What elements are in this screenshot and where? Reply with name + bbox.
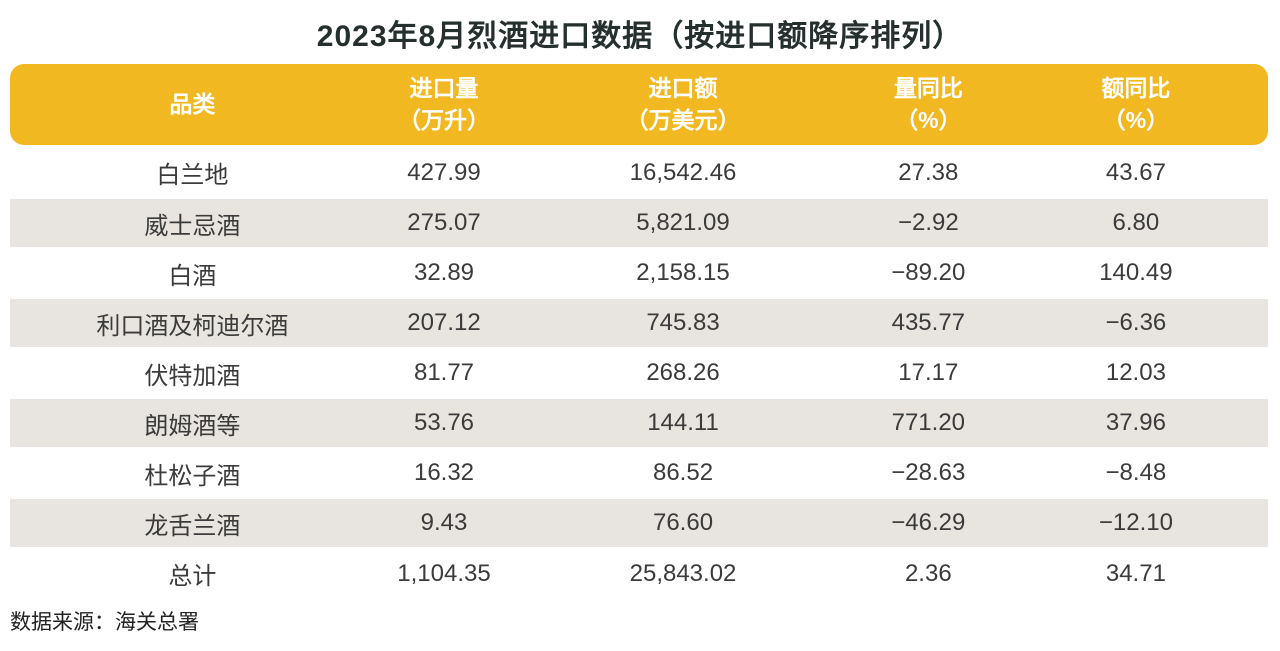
cell-value-yoy: −6.36 [1003,297,1268,349]
column-header-import-volume: 进口量 （万升） [375,73,513,135]
cell-volume-yoy: 771.20 [852,397,1004,449]
column-header-label: 进口量 [409,75,479,102]
cell-import-value: 76.60 [513,497,853,549]
cell-value-yoy: 140.49 [1099,259,1173,286]
column-header-unit: （万升） [398,106,490,133]
cell-value-yoy: 37.96 [1003,397,1268,449]
cell-category: 白兰地 [156,162,229,189]
cell-import-volume: 427.99 [407,158,481,186]
cell-import-volume: 9.43 [374,497,514,549]
cell-category: 利口酒及柯迪尔酒 [10,297,375,349]
page-title: 2023年8月烈酒进口数据（按进口额降序排列） [316,20,964,53]
cell-import-value: 268.26 [646,359,720,386]
cell-category: 龙舌兰酒 [10,497,375,549]
column-header-unit: （万美元） [625,106,741,133]
column-header-category: 品类 [10,89,375,120]
cell-category: 白酒 [168,262,217,290]
column-header-label: 量同比 [893,75,963,102]
cell-import-value: 745.83 [513,297,853,349]
table-row: 龙舌兰酒 9.43 76.60 −46.29 −12.10 [10,497,1268,549]
column-header-label: 品类 [169,90,216,117]
cell-volume-yoy: 27.38 [898,158,959,186]
cell-value-yoy: 43.67 [1105,158,1166,186]
cell-category: 杜松子酒 [144,462,241,490]
cell-import-volume: 81.77 [413,359,475,386]
data-table: 白兰地 427.99 16,542.46 27.38 43.67 威士忌酒 27… [10,148,1268,598]
cell-import-volume: 1,104.35 [397,559,491,587]
column-header-value-yoy: 额同比 （%） [1004,73,1268,135]
table-row: 白兰地 427.99 16,542.46 27.38 43.67 [10,148,1268,198]
cell-volume-yoy: 17.17 [898,359,959,386]
cell-value-yoy: 6.80 [1003,197,1268,249]
table-row: 利口酒及柯迪尔酒 207.12 745.83 435.77 −6.36 [10,297,1268,349]
cell-volume-yoy: 435.77 [852,297,1004,349]
cell-import-volume: 53.76 [374,397,514,449]
cell-import-volume: 32.89 [413,259,475,286]
data-source-note: 数据来源：海关总署 [10,611,199,634]
table-row: 伏特加酒 81.77 268.26 17.17 12.03 [10,348,1268,398]
cell-category: 伏特加酒 [144,362,241,390]
column-header-volume-yoy: 量同比 （%） [853,73,1004,135]
table-row: 杜松子酒 16.32 86.52 −28.63 −8.48 [10,448,1268,498]
cell-import-value: 25,843.02 [629,559,737,587]
table-header-row: 品类 进口量 （万升） 进口额 （万美元） 量同比 （%） 额同比 （%） [10,64,1268,145]
cell-value-yoy: −12.10 [1003,497,1268,549]
cell-import-value: 2,158.15 [636,259,730,286]
cell-volume-yoy: −2.92 [852,197,1004,249]
column-header-label: 进口额 [648,75,718,102]
cell-category: 威士忌酒 [10,197,375,249]
table-row: 白酒 32.89 2,158.15 −89.20 140.49 [10,248,1268,298]
cell-import-value: 144.11 [513,397,853,449]
column-header-import-value: 进口额 （万美元） [513,73,853,135]
column-header-unit: （%） [1102,106,1170,133]
cell-category: 朗姆酒等 [10,397,375,449]
cell-volume-yoy: −28.63 [891,459,966,486]
cell-import-value: 86.52 [652,459,714,486]
cell-value-yoy: −8.48 [1105,459,1167,486]
table-row: 朗姆酒等 53.76 144.11 771.20 37.96 [10,397,1268,449]
cell-volume-yoy: 2.36 [904,559,952,587]
cell-import-value: 5,821.09 [513,197,853,249]
cell-category: 总计 [168,563,217,590]
column-header-label: 额同比 [1101,75,1171,102]
table-row: 威士忌酒 275.07 5,821.09 −2.92 6.80 [10,197,1268,249]
table-row-total: 总计 1,104.35 25,843.02 2.36 34.71 [10,548,1268,598]
cell-volume-yoy: −89.20 [891,259,966,286]
cell-volume-yoy: −46.29 [852,497,1004,549]
cell-import-volume: 207.12 [374,297,514,349]
cell-value-yoy: 12.03 [1105,359,1166,386]
cell-import-volume: 275.07 [374,197,514,249]
column-header-unit: （%） [895,106,962,133]
cell-value-yoy: 34.71 [1105,559,1166,587]
cell-import-volume: 16.32 [413,459,475,486]
cell-import-value: 16,542.46 [629,158,737,186]
